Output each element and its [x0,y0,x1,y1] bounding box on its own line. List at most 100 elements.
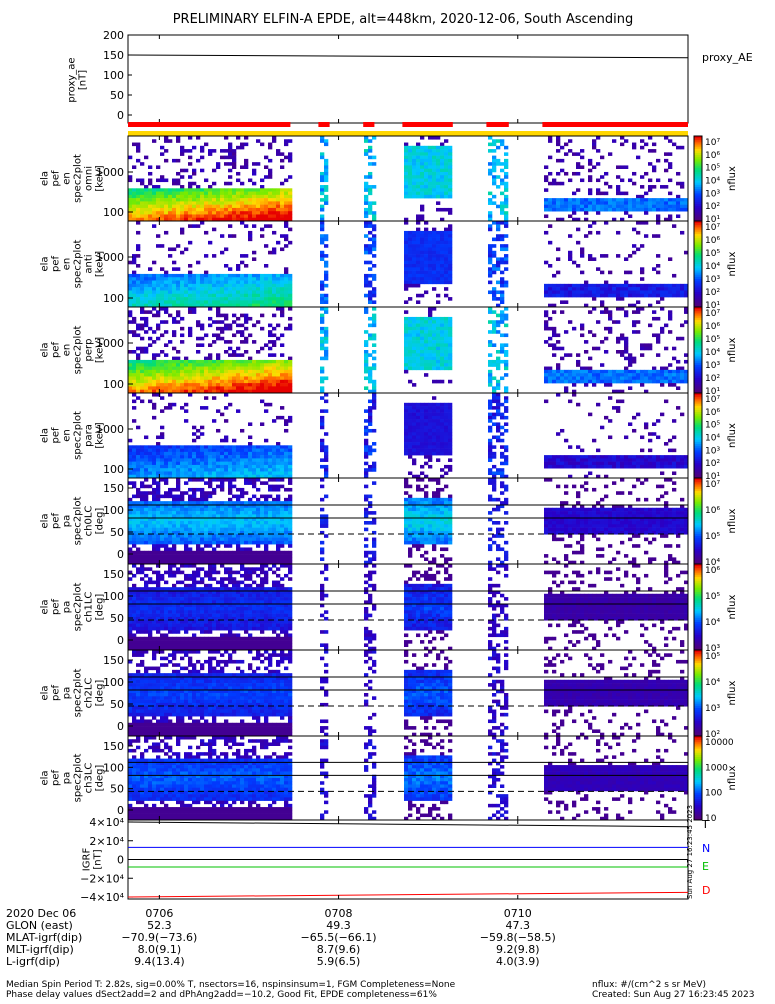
spectrogram-cell [288,373,292,377]
spectrogram-cell [408,455,412,459]
spectrogram-cell [232,350,236,354]
spectrogram-cell [224,297,228,301]
spectrogram-cell [576,241,580,245]
spectrogram-cell [172,373,176,377]
spectrogram-cell [656,333,660,337]
spectrogram-cell [432,449,436,453]
spectrogram-cell [420,465,424,469]
spectrogram-cell [236,290,240,294]
spectrogram-cell [560,146,564,150]
spectrogram-cell [408,380,412,384]
spectrogram-cell [416,337,420,341]
spectrogram-cell [648,185,652,189]
spectrogram-cell [232,333,236,337]
spectrogram-cell [144,300,148,304]
spectrogram-cell [160,445,164,449]
spectrogram-cell [132,350,136,354]
spectrogram-cell [284,386,288,390]
spectrogram-cell [448,281,452,285]
spectrogram-cell [368,429,372,433]
spectrogram-cell [244,205,248,209]
spectrogram-cell [492,343,496,347]
spectrogram-cell [436,429,440,433]
spectrogram-cell [136,363,140,367]
spectrogram-cell [152,488,156,492]
spectrogram-cell [212,386,216,390]
spectrogram-cell [136,208,140,212]
spectrogram-cell [660,290,664,294]
spectrogram-cell [136,327,140,331]
spectrogram-cell [220,290,224,294]
spectrogram-cell [148,343,152,347]
spectrogram-cell [220,465,224,469]
spectrogram-cell [132,188,136,192]
spectrogram-cell [196,462,200,466]
spectrogram-cell [440,264,444,268]
spectrogram-cell [548,290,552,294]
spectrogram-cell [236,284,240,288]
spectrogram-cell [500,320,504,324]
spectrogram-cell [448,419,452,423]
spectrogram-cell [128,300,132,304]
spectrogram-cell [180,458,184,462]
spectrogram-cell [448,436,452,440]
spectrogram-cell [444,442,448,446]
spectrogram-cell [240,195,244,199]
spectrogram-cell [428,353,432,357]
spectrogram-cell [652,143,656,147]
spectrogram-cell [136,426,140,430]
spectrogram-cell [440,403,444,407]
spectrogram-cell [148,524,152,528]
spectrogram-cell [656,234,660,238]
spectrogram-cell [628,198,632,202]
spectrogram-cell [548,373,552,377]
spectrogram-cell [424,357,428,361]
spectrogram-cell [268,214,272,218]
spectrogram-cell [408,261,412,265]
spectrogram-cell [148,287,152,291]
spectrogram-cell [136,528,140,532]
spectrogram-cell [576,162,580,166]
spectrogram-cell [488,244,492,248]
spectrogram-cell [668,314,672,318]
spectrogram-cell [428,320,432,324]
spectrogram-cell [488,257,492,261]
spectrogram-cell [200,156,204,160]
spectrogram-cell [276,192,280,196]
spectrogram-cell [216,333,220,337]
spectrogram-cell [172,290,176,294]
spectrogram-cell [544,179,548,183]
spectrogram-cell [628,363,632,367]
spectrogram-cell [192,182,196,186]
spectrogram-cell [440,208,444,212]
spectrogram-cell [496,360,500,364]
spectrogram-cell [432,343,436,347]
spectrogram-cell [420,353,424,357]
spectrogram-cell [488,149,492,153]
spectrogram-cell [572,370,576,374]
spectrogram-cell [652,185,656,189]
spectrogram-cell [448,244,452,248]
spectrogram-cell [608,327,612,331]
spectrogram-cell [672,287,676,291]
spectrogram-cell [548,139,552,143]
spectrogram-cell [188,452,192,456]
spectrogram-cell [608,310,612,314]
spectrogram-cell [404,416,408,420]
spectrogram-cell [256,294,260,298]
spectrogram-cell [148,471,152,475]
spectrogram-cell [128,547,132,551]
spectrogram-cell [556,208,560,212]
spectrogram-cell [404,350,408,354]
spectrogram-cell [652,432,656,436]
spectrogram-cell [244,449,248,453]
spectrogram-cell [148,198,152,202]
spectrogram-cell [204,455,208,459]
spectrogram-cell [288,205,292,209]
spectrogram-cell [668,465,672,469]
spectrogram-cell [172,159,176,163]
spectrogram-cell [588,290,592,294]
spectrogram-cell [140,400,144,404]
spectrogram-cell [284,267,288,271]
